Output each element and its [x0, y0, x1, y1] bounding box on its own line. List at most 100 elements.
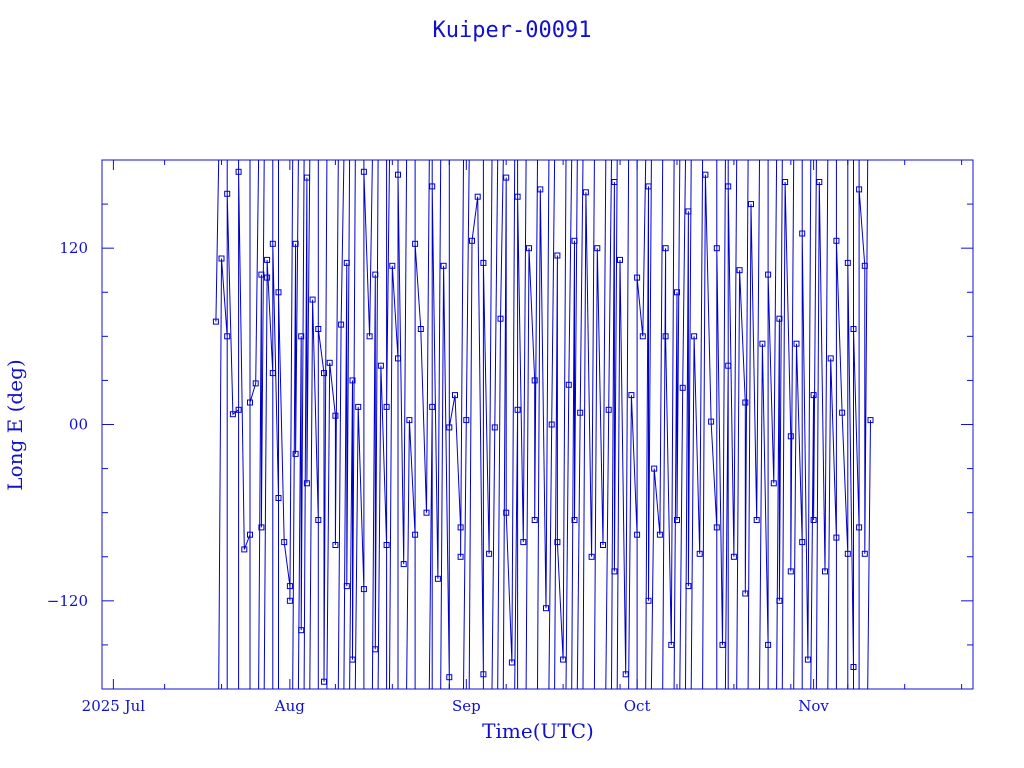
data-point — [224, 190, 231, 197]
data-point — [861, 262, 868, 269]
data-point — [457, 524, 464, 531]
data-point — [571, 237, 578, 244]
data-point — [286, 583, 293, 590]
data-point — [679, 384, 686, 391]
data-point — [844, 550, 851, 557]
x-axis-label: Time(UTC) — [482, 719, 594, 743]
data-point — [349, 656, 356, 663]
data-point — [218, 255, 225, 262]
data-point — [389, 262, 396, 269]
data-point — [235, 406, 242, 413]
data-point — [713, 245, 720, 252]
data-point — [343, 259, 350, 266]
data-point — [827, 355, 834, 362]
data-point — [833, 534, 840, 541]
data-point — [235, 168, 242, 175]
data-point — [474, 193, 481, 200]
data-point — [651, 465, 658, 472]
data-point — [622, 671, 629, 678]
data-point — [736, 267, 743, 274]
data-point — [355, 403, 362, 410]
data-point — [850, 664, 857, 670]
data-point — [799, 539, 806, 546]
data-point — [292, 240, 299, 247]
data-point — [349, 377, 356, 384]
data-point — [531, 517, 538, 523]
data-point — [588, 553, 595, 560]
data-point — [565, 381, 572, 388]
data-point — [434, 575, 441, 582]
data-point — [856, 524, 863, 531]
data-point — [531, 377, 538, 384]
data-point — [856, 186, 863, 193]
data-point — [770, 480, 777, 487]
data-point — [338, 321, 345, 328]
data-point — [753, 517, 760, 523]
data-point — [708, 418, 715, 425]
data-point — [537, 186, 544, 193]
data-point — [480, 671, 487, 678]
data-point — [491, 424, 498, 431]
data-point — [309, 296, 316, 303]
data-point — [617, 256, 623, 263]
data-point — [503, 509, 510, 516]
data-point — [298, 333, 305, 340]
x-tick-labels: 2025 Jul Aug Sep Oct Nov — [82, 697, 830, 715]
data-point — [765, 641, 772, 648]
data-point — [520, 539, 527, 546]
plot-area — [212, 159, 874, 690]
data-point — [696, 550, 703, 557]
data-point — [429, 183, 436, 190]
data-point — [850, 326, 857, 332]
data-point — [497, 315, 504, 322]
data-point — [269, 370, 276, 377]
y-tick-label: 00 — [69, 416, 88, 434]
data-point — [275, 289, 282, 296]
data-point — [787, 568, 794, 575]
data-point — [383, 542, 390, 548]
data-point — [508, 659, 515, 666]
data-point — [634, 531, 641, 538]
data-point — [315, 326, 322, 332]
data-point — [668, 641, 675, 648]
data-point — [662, 245, 669, 252]
data-point — [383, 403, 390, 410]
data-point — [804, 656, 811, 663]
data-point — [463, 417, 470, 424]
data-point — [315, 517, 322, 523]
data-point — [702, 171, 709, 178]
data-point — [554, 539, 561, 546]
data-point — [332, 542, 339, 548]
data-point — [765, 271, 772, 278]
data-point — [406, 417, 413, 424]
data-point — [469, 237, 475, 244]
data-point — [822, 568, 828, 575]
data-point — [787, 433, 794, 440]
x-tick-label: Sep — [452, 697, 481, 715]
data-point — [275, 495, 282, 501]
data-point — [286, 597, 293, 604]
data-point — [844, 259, 851, 266]
data-point — [810, 517, 817, 523]
data-point — [372, 646, 379, 653]
data-point — [241, 546, 248, 553]
data-point — [639, 333, 646, 340]
data-point — [303, 480, 310, 487]
data-point — [303, 174, 310, 181]
data-point — [247, 399, 253, 406]
data-point — [759, 340, 766, 347]
data-point — [258, 524, 265, 531]
data-point — [799, 230, 806, 237]
data-point — [417, 326, 424, 332]
data-point — [725, 362, 732, 369]
x-tick-label: 2025 Jul — [82, 697, 146, 715]
data-point — [264, 256, 271, 263]
data-point — [776, 597, 783, 604]
data-point — [457, 553, 464, 560]
y-tick-label: −120 — [47, 592, 88, 610]
data-point — [691, 333, 698, 340]
data-point — [452, 392, 458, 399]
data-point — [514, 406, 521, 413]
data-point — [656, 531, 663, 538]
